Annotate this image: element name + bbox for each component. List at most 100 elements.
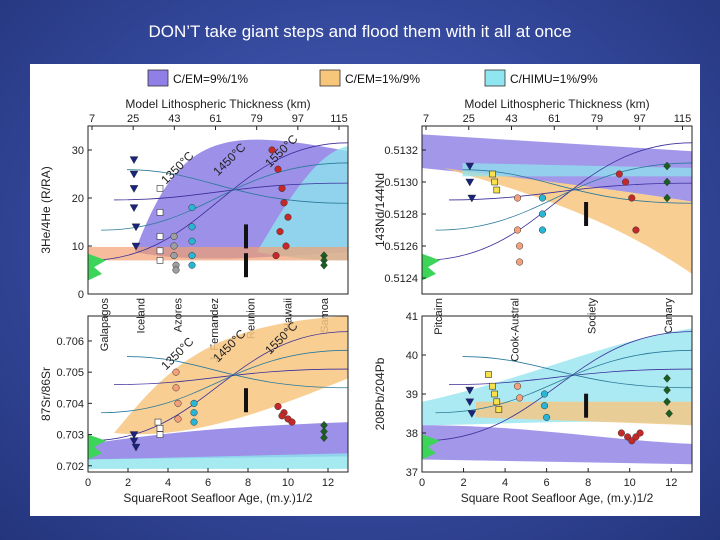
morb-density	[422, 253, 440, 281]
y-tick-label: 38	[406, 428, 418, 440]
data-point	[156, 185, 164, 192]
y-axis-label: 3He/4He (R/RA)	[39, 166, 53, 253]
data-point	[617, 429, 625, 437]
data-point	[156, 425, 164, 432]
y-tick-label: 40	[406, 350, 418, 362]
data-point	[513, 194, 522, 202]
top-tick-label: 61	[209, 113, 221, 125]
model-curve	[88, 331, 348, 442]
data-point	[131, 242, 141, 251]
top-axis-label: Model Lithospheric Thickness (km)	[125, 97, 310, 111]
panel-top-left: 0 10 20 30 7 25 43 61 79 97 115 Model Lithospheric …	[39, 97, 349, 362]
data-point	[465, 162, 475, 171]
data-point	[129, 185, 139, 193]
data-point	[632, 226, 640, 234]
model-curve	[422, 331, 692, 442]
y-tick-label: 30	[72, 145, 84, 157]
top-tick-label: 25	[463, 113, 475, 125]
model-field-cem19	[88, 246, 348, 261]
model-curve	[435, 162, 692, 231]
x-tick-label: 12	[322, 477, 334, 489]
data-point	[621, 178, 630, 186]
y-tick-label: 0	[78, 289, 84, 301]
model-field-cem19	[476, 401, 692, 426]
data-point	[663, 193, 671, 203]
legend-label: C/HIMU=1%/9%	[510, 72, 598, 86]
top-tick-label: 61	[548, 113, 560, 125]
data-point	[636, 429, 644, 437]
axes-frame	[87, 315, 349, 473]
data-point	[274, 165, 282, 173]
data-point	[282, 242, 290, 250]
data-point	[538, 210, 547, 218]
x-tick-label: 6	[544, 477, 550, 489]
x-axis-label: SquareRoot Seafloor Age, (m.y.)1/2	[123, 491, 313, 505]
data-point	[156, 257, 164, 264]
data-point	[663, 385, 671, 395]
legend-swatch	[484, 69, 506, 87]
x-tick-label: 4	[502, 477, 508, 489]
data-point	[320, 433, 328, 442]
y-tick-label: 10	[72, 241, 84, 253]
model-field-cem19	[114, 316, 348, 435]
data-point	[174, 399, 182, 407]
data-point	[190, 418, 198, 426]
model-curve	[88, 142, 348, 261]
data-point	[190, 399, 198, 407]
locality-label: Canary	[663, 298, 675, 334]
data-point	[540, 402, 549, 410]
data-point	[244, 253, 248, 278]
axes-frame	[87, 125, 349, 295]
data-point	[540, 390, 549, 398]
top-tick-label: 79	[591, 113, 603, 125]
panel-bottom-left: 0.702 0.703 0.704 0.705 0.706 0 2 4 6 8 10 12 87Sr/8…	[39, 315, 349, 505]
data-point	[584, 393, 589, 418]
axes-frame	[421, 125, 693, 295]
data-point	[129, 170, 139, 179]
x-axis-label: Square Root Seafloor Age, (m.y.)1/2	[461, 491, 654, 505]
data-point	[172, 266, 180, 274]
data-point	[188, 252, 196, 260]
data-point	[156, 233, 164, 240]
y-tick-label: 0.5130	[384, 177, 418, 189]
figure-panel: C/EM=9%/1% C/EM=1%/9% C/HIMU=1%/9% 0 10 20 30 7…	[30, 64, 700, 516]
top-tick-label: 79	[251, 113, 263, 125]
data-point	[495, 406, 503, 413]
data-point	[516, 242, 524, 250]
data-point	[663, 374, 671, 383]
data-point	[493, 186, 501, 194]
data-point	[665, 409, 673, 418]
slide-title: DON’T take giant steps and flood them wi…	[148, 22, 572, 41]
y-tick-label: 20	[72, 193, 84, 205]
locality-label: Azores	[172, 298, 184, 333]
morb-density	[88, 253, 106, 281]
data-point	[513, 226, 522, 234]
data-point	[170, 242, 178, 250]
data-point	[170, 252, 178, 260]
data-point	[489, 382, 496, 390]
y-tick-label: 0.703	[56, 430, 84, 442]
data-point	[663, 397, 671, 407]
x-tick-label: 2	[460, 477, 466, 489]
data-point	[288, 418, 296, 426]
legend-swatch	[319, 69, 341, 87]
data-point	[467, 194, 477, 203]
y-tick-label: 37	[406, 467, 418, 479]
top-tick-label: 25	[127, 113, 139, 125]
data-point	[284, 213, 292, 221]
model-curve	[448, 182, 692, 201]
y-tick-label: 0.5128	[384, 209, 418, 221]
y-tick-label: 0.702	[56, 461, 84, 473]
x-tick-label: 4	[165, 477, 171, 489]
data-point	[188, 261, 196, 269]
data-point	[465, 386, 475, 395]
model-curve	[126, 169, 348, 204]
plot-area	[88, 316, 348, 469]
x-tick-label: 12	[665, 477, 677, 489]
locality-label: Galapagos	[99, 298, 111, 352]
data-point	[156, 247, 164, 255]
model-curve	[100, 349, 348, 414]
data-point	[190, 409, 198, 417]
legend-label: C/EM=9%/1%	[173, 72, 248, 86]
model-field-chimu	[462, 162, 692, 177]
